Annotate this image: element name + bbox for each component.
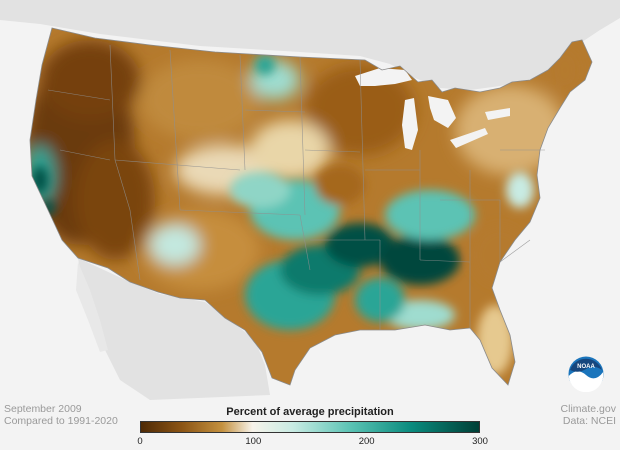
kansas-wet [230,172,290,208]
credit-site: Climate.gov [560,403,616,415]
state-borders [47,44,545,330]
montana-wet [255,55,275,75]
conus-outline [29,27,593,386]
great-basin-dry [75,140,155,260]
noaa-logo: NOAA [568,356,604,392]
legend-tick-label: 200 [358,436,375,447]
legend-title: Percent of average precipitation [226,406,394,418]
precipitation-map [0,0,620,400]
california-south-wet [41,200,55,216]
lake-huron [428,96,456,128]
legend-color-bar [140,421,480,433]
map-canvas [0,0,620,400]
caption-baseline: Compared to 1991-2020 [4,415,118,427]
northwest-dry [40,40,140,120]
credit-source: Data: NCEI [562,415,616,427]
california-very-wet [32,166,48,194]
northern-plains [140,60,260,140]
arizona-wet [150,225,200,265]
plains-normal [250,120,330,180]
lake-erie [450,128,488,148]
missouri-dry [315,165,365,205]
canada-land [0,0,620,90]
noaa-logo-text: NOAA [577,364,595,370]
legend-tick-label: 100 [245,436,262,447]
mexico-land [78,258,270,400]
florida-normal [477,305,513,375]
lake-michigan [402,98,418,150]
lake-ontario [485,108,510,120]
caption-period: September 2009 [4,403,82,415]
legend-tick-label: 0 [137,436,143,447]
lake-superior [355,68,412,86]
virginia-wet [506,172,534,208]
upper-midwest-dry [305,65,415,155]
ohio-valley-wet [385,190,475,240]
northeast-mixed [455,85,565,175]
baja-peninsula [76,262,108,352]
credit: Climate.gov Data: NCEI [561,403,616,427]
legend-tick-label: 300 [472,436,488,447]
caption: September 2009 Compared to 1991-2020 [4,403,118,427]
arkansas-very-wet [325,223,395,267]
